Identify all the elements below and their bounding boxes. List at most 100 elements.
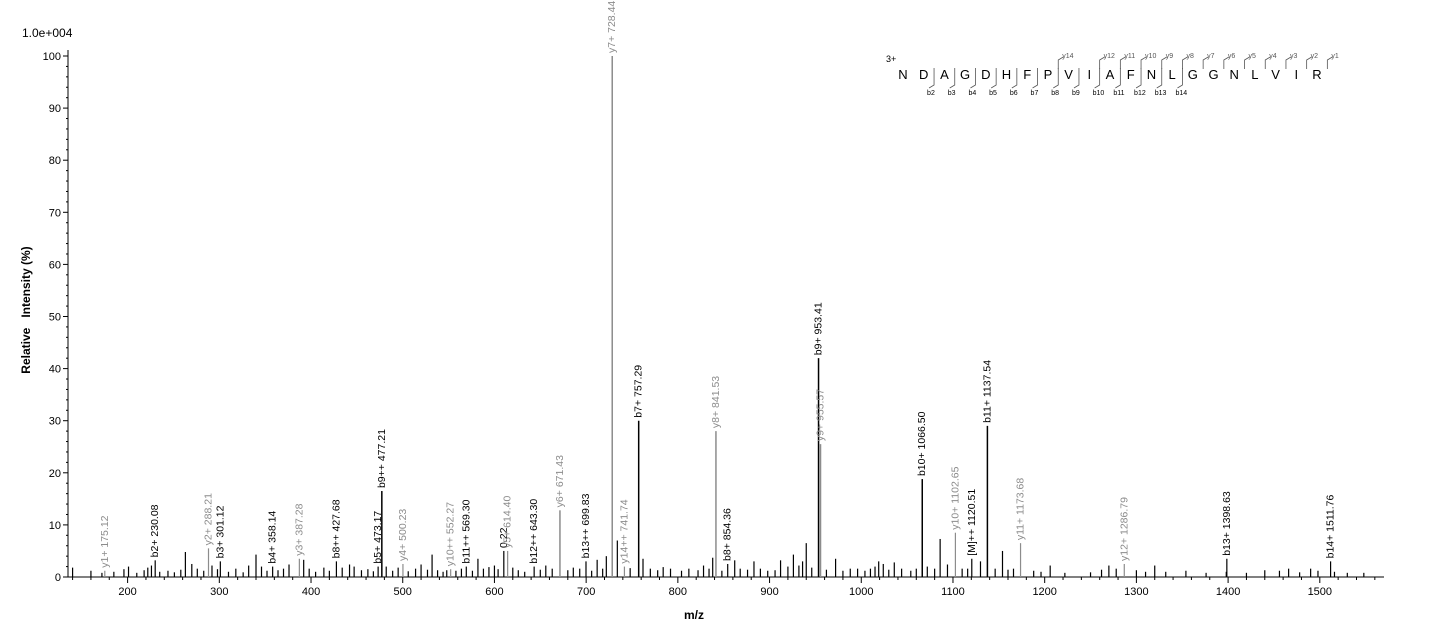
y-tick-label: 90 bbox=[49, 103, 61, 115]
sequence-residue: G bbox=[960, 67, 970, 82]
b-fragment-label: b8 bbox=[1051, 90, 1059, 97]
y-fragment-label: y12 bbox=[1104, 53, 1115, 60]
peak-label: y1+ 175.12 bbox=[99, 515, 111, 567]
peak-label: b9++ 477.21 bbox=[376, 429, 388, 488]
y-fragment-label: y14 bbox=[1062, 53, 1073, 60]
x-tick-label: 800 bbox=[669, 586, 687, 598]
b-fragment-marker bbox=[1156, 68, 1163, 89]
y-fragment-marker bbox=[1244, 56, 1250, 69]
b-fragment-label: b2 bbox=[927, 90, 935, 97]
peak-label: b7+ 757.29 bbox=[633, 365, 645, 418]
peak-label: b4+ 358.14 bbox=[267, 511, 279, 564]
peak-label: y10++ 552.27 bbox=[445, 502, 457, 566]
peak-label: y2+ 288.21 bbox=[203, 493, 215, 545]
peak-label: y3+ 387.28 bbox=[293, 503, 305, 555]
y-fragment-label: y2 bbox=[1311, 53, 1319, 60]
y-fragment-marker bbox=[1099, 56, 1105, 69]
b-fragment-label: b4 bbox=[968, 90, 976, 97]
sequence-residue: I bbox=[1087, 67, 1091, 82]
y-tick-label: 0 bbox=[55, 572, 61, 584]
b-fragment-marker bbox=[928, 68, 935, 89]
peak-label: 0.22 bbox=[498, 527, 510, 548]
y-fragment-label: y10 bbox=[1145, 53, 1156, 60]
sequence-residue: P bbox=[1044, 67, 1053, 82]
sequence-residue: N bbox=[1230, 67, 1239, 82]
x-tick-label: 1300 bbox=[1124, 586, 1148, 598]
y-fragment-marker bbox=[1264, 56, 1271, 69]
peak-label: y7+ 728.44 bbox=[606, 1, 618, 53]
b-fragment-label: b11 bbox=[1113, 90, 1124, 97]
peak-label: b2+ 230.08 bbox=[149, 504, 161, 557]
peak-label: y12+ 1286.79 bbox=[1118, 497, 1130, 561]
peak-label: b13+ 1398.63 bbox=[1221, 491, 1233, 556]
sequence-residue: H bbox=[1002, 67, 1011, 82]
b-fragment-label: b5 bbox=[989, 90, 997, 97]
sequence-residue: V bbox=[1064, 67, 1073, 82]
sequence-residue: F bbox=[1127, 67, 1135, 82]
b-fragment-label: b7 bbox=[1031, 90, 1039, 97]
sequence-residue: L bbox=[1251, 67, 1258, 82]
y-fragment-marker bbox=[1223, 56, 1230, 69]
y-fragment-label: y4 bbox=[1269, 53, 1277, 60]
peak-label: [M]++ 1120.51 bbox=[966, 489, 978, 556]
b-fragment-label: b13 bbox=[1155, 90, 1167, 97]
y-fragment-marker bbox=[1285, 56, 1292, 69]
peak-label: b8+ 854.36 bbox=[722, 508, 734, 561]
x-tick-label: 1400 bbox=[1216, 586, 1240, 598]
x-tick-label: 1100 bbox=[941, 586, 965, 598]
y-fragment-marker bbox=[1202, 56, 1209, 69]
y-fragment-label: y8 bbox=[1186, 53, 1194, 60]
peak-label: y14++ 741.74 bbox=[618, 499, 630, 563]
peak-label: y6+ 671.43 bbox=[554, 455, 566, 507]
intensity-scale-label: 1.0e+004 bbox=[22, 26, 73, 40]
peak-label: b13++ 699.83 bbox=[580, 493, 592, 558]
y-tick-label: 70 bbox=[49, 207, 61, 219]
y-tick-label: 80 bbox=[49, 155, 61, 167]
y-tick-label: 40 bbox=[49, 364, 61, 376]
peak-label: b10+ 1066.50 bbox=[916, 411, 928, 476]
sequence-residue: D bbox=[981, 67, 990, 82]
y-fragment-label: y6 bbox=[1228, 53, 1236, 60]
peak-label: y9+ 955.57 bbox=[815, 389, 827, 441]
peak-label: b11++ 569.30 bbox=[460, 499, 472, 563]
x-tick-label: 500 bbox=[394, 586, 412, 598]
peak-label: y4+ 500.23 bbox=[397, 509, 409, 561]
y-fragment-label: y5 bbox=[1249, 53, 1257, 60]
y-fragment-marker bbox=[1161, 56, 1167, 69]
y-tick-label: 50 bbox=[49, 312, 61, 324]
y-fragment-marker bbox=[1119, 56, 1126, 69]
b-fragment-marker bbox=[1032, 68, 1038, 89]
b-fragment-label: b12 bbox=[1134, 90, 1146, 97]
b-fragment-marker bbox=[1053, 68, 1059, 89]
peak-label: b8++ 427.68 bbox=[330, 499, 342, 558]
y-fragment-label: y11 bbox=[1124, 53, 1135, 60]
b-fragment-marker bbox=[1073, 68, 1080, 89]
b-fragment-marker bbox=[949, 68, 956, 89]
b-fragment-marker bbox=[1094, 68, 1101, 89]
sequence-residue: A bbox=[1106, 67, 1115, 82]
y-tick-label: 10 bbox=[49, 520, 61, 532]
x-tick-label: 1500 bbox=[1308, 586, 1332, 598]
x-tick-label: 400 bbox=[302, 586, 320, 598]
y-fragment-label: y3 bbox=[1290, 53, 1298, 60]
y-fragment-marker bbox=[1057, 56, 1064, 69]
peak-label: b9+ 953.41 bbox=[813, 302, 825, 355]
peak-label: b12++ 643.30 bbox=[528, 499, 540, 564]
b-fragment-label: b9 bbox=[1072, 90, 1080, 97]
sequence-residue: A bbox=[940, 67, 949, 82]
x-tick-label: 1000 bbox=[849, 586, 873, 598]
x-tick-label: 600 bbox=[485, 586, 503, 598]
sequence-residue: N bbox=[898, 67, 907, 82]
y-tick-label: 60 bbox=[49, 259, 61, 271]
sequence-residue: V bbox=[1271, 67, 1280, 82]
sequence-residue: R bbox=[1312, 67, 1321, 82]
sequence-residue: D bbox=[919, 67, 928, 82]
y-fragment-marker bbox=[1306, 56, 1312, 69]
y-tick-label: 20 bbox=[49, 468, 61, 480]
peak-label: y11+ 1173.68 bbox=[1015, 478, 1027, 541]
b-fragment-label: b6 bbox=[1010, 90, 1018, 97]
charge-state-label: 3+ bbox=[886, 54, 896, 64]
x-tick-label: 300 bbox=[210, 586, 228, 598]
b-fragment-marker bbox=[1115, 68, 1121, 89]
